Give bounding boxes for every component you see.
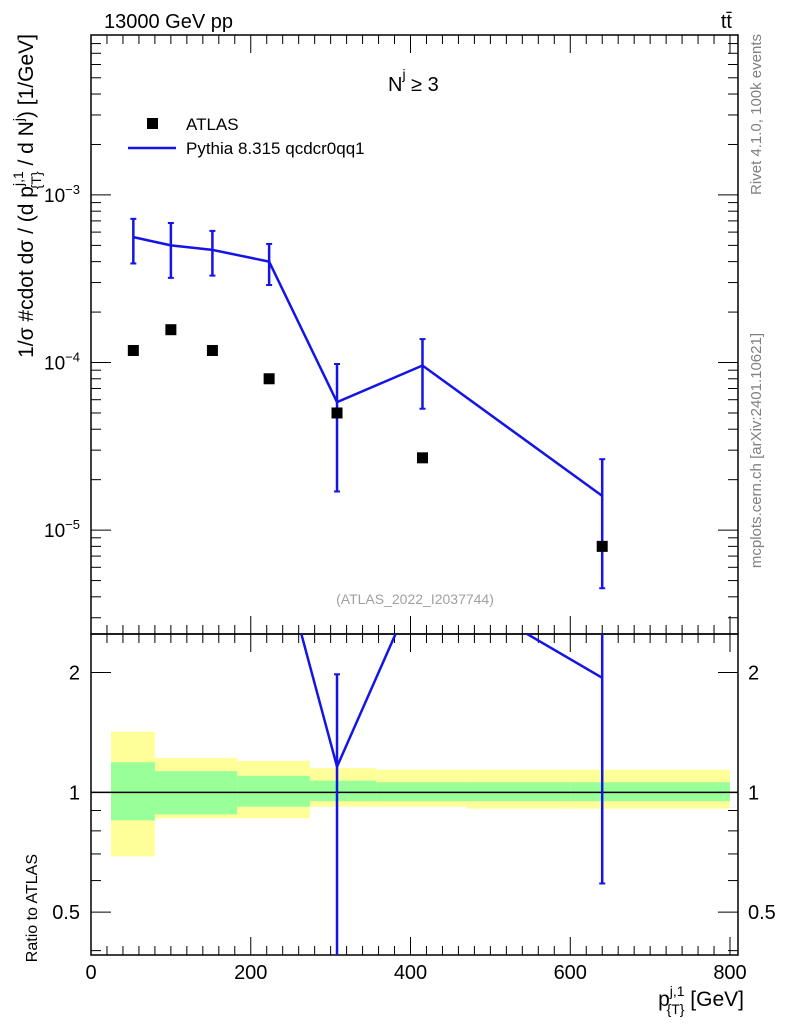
ratio-y-axis-label: Ratio to ATLAS [24, 854, 41, 962]
main-y-tick-label: 10−4 [44, 350, 80, 375]
x-tick-labels: 0 200 400 600 800 [85, 962, 746, 984]
band-inner-segment [237, 775, 310, 807]
legend-atlas-marker [147, 118, 158, 129]
band-inner-segment [110, 762, 155, 821]
atlas-data-point [127, 344, 139, 356]
x-tick-label: 800 [713, 962, 746, 984]
analysis-watermark: (ATLAS_2022_I2037744) [336, 591, 494, 607]
mc-line [133, 235, 603, 497]
x-tick-label: 400 [394, 962, 427, 984]
legend-atlas-label: ATLAS [186, 115, 239, 134]
source-label: mcplots.cern.ch [arXiv:2401.10621] [748, 333, 765, 568]
x-tick-label: 0 [85, 962, 96, 984]
ratio-y-tick-label: 0.5 [52, 902, 80, 924]
main-y-tick-labels: 10−3 10−4 10−5 [44, 182, 80, 542]
main-y-tick-label: 10−3 [44, 182, 80, 207]
ratio-y-tick-label: 1 [69, 782, 80, 804]
x-axis-label: pj,1 {T} [GeV] [658, 983, 744, 1017]
header-energy-label: 13000 GeV pp [104, 11, 233, 33]
main-y-tick-label: 10−5 [44, 517, 80, 542]
main-data-series [127, 324, 608, 552]
chart-title: Nj ≥ 3 [388, 66, 439, 96]
main-mc-series [130, 217, 606, 590]
ratio-mc-series [300, 634, 606, 955]
ratio-y-tick-label-right: 1 [748, 782, 759, 804]
atlas-data-point [206, 344, 218, 356]
ratio-panel-frame [90, 633, 739, 956]
legend-pythia-label: Pythia 8.315 qcdcr0qq1 [186, 139, 365, 158]
atlas-data-point [596, 540, 608, 552]
x-tick-label: 200 [234, 962, 267, 984]
atlas-data-point [331, 407, 343, 419]
main-axis-ticks [90, 35, 738, 634]
ratio-mc-line [300, 634, 603, 771]
band-inner-segment [309, 780, 377, 802]
x-tick-label: 600 [554, 962, 587, 984]
ratio-y-tick-label-right: 2 [748, 663, 759, 685]
rivet-version-label: Rivet 4.1.0, 100k events [748, 34, 765, 195]
ratio-y-tick-labels: 0.5 1 2 0.5 1 2 [52, 663, 776, 925]
ratio-axis-ticks [90, 634, 738, 955]
main-y-axis-label: 1/σ #cdot dσ / (d pj,1 {T} / d Nj) [1/GeV… [10, 34, 44, 358]
ratio-y-tick-label: 2 [69, 663, 80, 685]
header-process-label: tt̄ [721, 11, 733, 33]
atlas-data-point [165, 324, 177, 336]
ratio-y-tick-label-right: 0.5 [748, 902, 776, 924]
atlas-data-point [416, 452, 428, 464]
legend: ATLAS Pythia 8.315 qcdcr0qq1 [128, 115, 365, 158]
atlas-data-point [263, 373, 275, 385]
